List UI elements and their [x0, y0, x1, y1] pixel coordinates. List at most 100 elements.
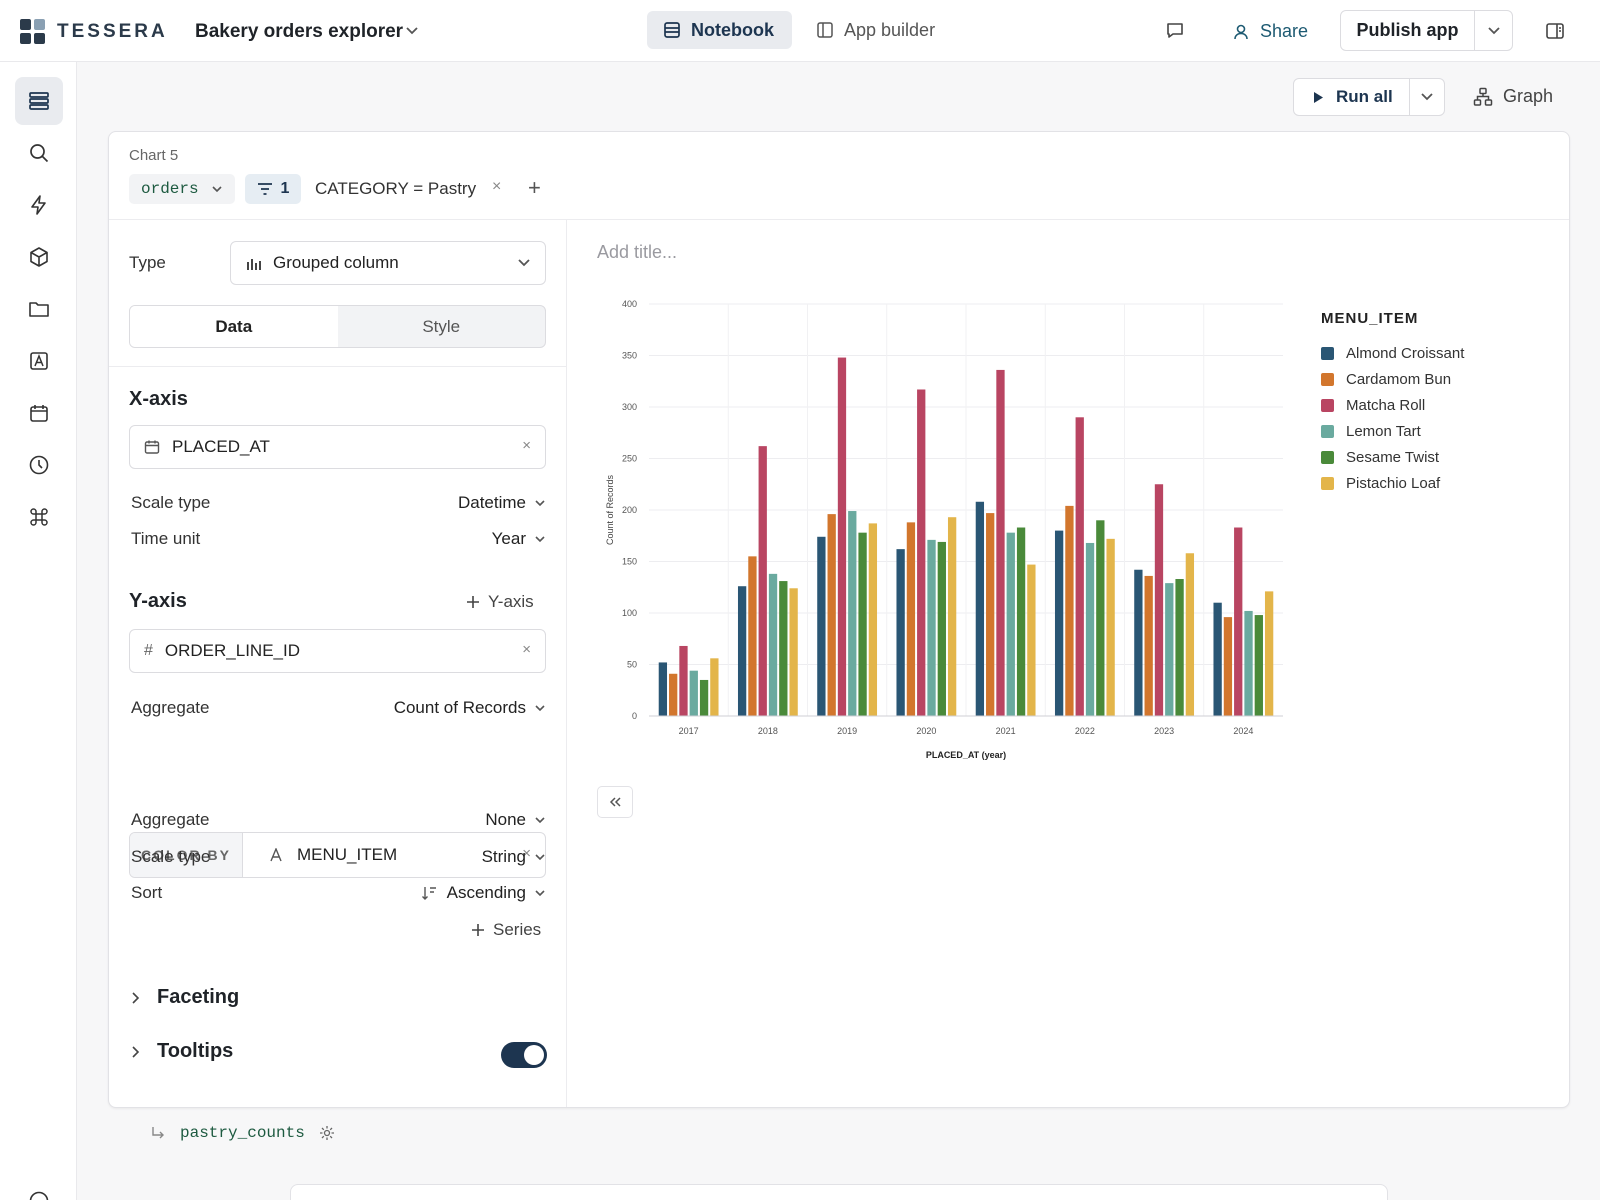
sidebar-item-data[interactable]	[15, 233, 63, 281]
sidebar-item-schedules[interactable]	[15, 389, 63, 437]
legend-item[interactable]: Almond Croissant	[1321, 345, 1464, 362]
filter-chip[interactable]: CATEGORY = Pastry	[315, 179, 477, 198]
bar	[1185, 553, 1195, 716]
chevron-right-icon	[132, 1045, 140, 1058]
sort-label: Sort	[131, 883, 163, 902]
y-axis-field[interactable]: # ORDER_LINE_ID ×	[129, 629, 546, 673]
bar	[937, 541, 946, 716]
y-tick-label: 50	[627, 660, 637, 670]
color-scale-select[interactable]: String	[482, 847, 546, 867]
color-by-value: MENU_ITEM ×	[243, 833, 545, 877]
x-axis-field[interactable]: PLACED_AT ×	[129, 425, 546, 469]
x-scale-select[interactable]: Datetime	[458, 493, 546, 513]
bar	[768, 573, 778, 716]
time-unit-label: Time unit	[131, 529, 201, 548]
add-filter-button[interactable]: +	[528, 175, 541, 200]
output-dataframe-name[interactable]: pastry_counts	[180, 1124, 305, 1142]
sort-select[interactable]: Ascending	[421, 883, 546, 903]
filter-icon	[257, 183, 272, 195]
graph-label: Graph	[1503, 86, 1554, 106]
tooltips-section-toggle[interactable]: Tooltips	[131, 1040, 233, 1063]
filter-remove-button[interactable]: ×	[492, 178, 502, 195]
graph-button[interactable]: Graph	[1473, 86, 1553, 107]
filter-count-button[interactable]: 1	[245, 174, 301, 204]
bar	[1016, 527, 1026, 716]
color-by-field[interactable]: COLOR BY MENU_ITEM ×	[129, 832, 546, 878]
legend-item[interactable]: Pistachio Loaf	[1321, 475, 1440, 492]
cell-header: Chart 5 orders 1 CATEGORY = Pastry × +	[109, 132, 1569, 220]
comment-icon[interactable]	[1165, 21, 1185, 41]
bar	[1106, 538, 1115, 716]
chart-preview-panel: Add title... 0 50 100 150 200 250 300 350 400 201…	[567, 220, 1569, 1107]
tab-app-builder[interactable]: App builder	[800, 11, 951, 49]
y-aggregate-row: Aggregate Count of Records	[131, 698, 546, 718]
time-unit-value: Year	[491, 529, 526, 548]
type-label: Type	[129, 253, 166, 272]
chevron-down-icon	[535, 704, 545, 711]
sidebar-item-actions[interactable]	[15, 181, 63, 229]
chevron-down-icon	[1421, 93, 1433, 101]
cell-output: pastry_counts	[150, 1124, 335, 1142]
panel-toggle-icon[interactable]	[1545, 21, 1565, 41]
sidebar-item-help[interactable]	[15, 1177, 63, 1200]
sidebar-item-history[interactable]	[15, 441, 63, 489]
publish-app-button[interactable]: Publish app	[1341, 11, 1475, 50]
tooltips-toggle[interactable]	[501, 1042, 547, 1068]
notebook-title[interactable]: Bakery orders explorer	[195, 21, 404, 42]
sidebar-item-files[interactable]	[15, 285, 63, 333]
legend-item[interactable]: Cardamom Bun	[1321, 371, 1451, 388]
bar	[896, 549, 905, 716]
folder-icon	[29, 302, 49, 317]
legend-item[interactable]: Matcha Roll	[1321, 397, 1425, 414]
run-options-dropdown[interactable]	[1410, 79, 1444, 115]
run-all-button[interactable]: Run all	[1294, 79, 1410, 115]
add-series-button[interactable]: Series	[471, 920, 541, 940]
settings-icon[interactable]	[319, 1125, 335, 1141]
sidebar-item-cells[interactable]	[15, 77, 63, 125]
legend-label: Matcha Roll	[1346, 397, 1426, 414]
clock-icon	[29, 455, 49, 475]
x-tick-label: 2022	[1075, 726, 1095, 736]
chart-title-input[interactable]: Add title...	[597, 242, 678, 262]
y-tick-label: 100	[622, 608, 637, 618]
legend-item[interactable]: Lemon Tart	[1321, 423, 1421, 440]
remove-x-field-button[interactable]: ×	[522, 437, 531, 454]
chart-type-select[interactable]: Grouped column	[230, 241, 546, 285]
notebook-icon	[664, 22, 680, 38]
add-y-axis-button[interactable]: Y-axis	[466, 592, 534, 612]
chart-canvas: 0 50 100 150 200 250 300 350 400 2017 2018 2019 2020…	[605, 299, 1283, 760]
data-source-select[interactable]: orders	[129, 174, 235, 204]
sidebar-item-variables[interactable]	[15, 337, 63, 385]
chevron-down-icon	[212, 185, 222, 192]
chevron-down-icon	[535, 853, 545, 860]
sidebar-item-search[interactable]	[15, 129, 63, 177]
tab-notebook-label: Notebook	[691, 19, 774, 40]
legend-swatch	[1321, 425, 1334, 438]
color-aggregate-select[interactable]: None	[485, 810, 546, 830]
sidebar-item-shortcuts[interactable]	[15, 493, 63, 541]
cell-name[interactable]: Chart 5	[129, 147, 179, 164]
stack-icon	[29, 92, 49, 110]
tab-data[interactable]: Data	[130, 306, 338, 347]
bar	[699, 679, 709, 716]
collapse-config-button[interactable]	[597, 786, 633, 818]
tab-style[interactable]: Style	[422, 316, 461, 336]
bar	[1165, 583, 1174, 716]
bar	[1144, 575, 1153, 716]
y-aggregate-select[interactable]: Count of Records	[394, 698, 546, 718]
data-source-label: orders	[141, 180, 199, 198]
tab-notebook[interactable]: Notebook	[647, 11, 792, 49]
x-tick-label: 2024	[1233, 726, 1253, 736]
chevron-down-icon[interactable]	[405, 26, 419, 36]
chevron-down-icon	[1487, 26, 1500, 34]
publish-options-dropdown[interactable]	[1475, 11, 1512, 50]
legend-item[interactable]: Sesame Twist	[1321, 449, 1439, 466]
remove-y-field-button[interactable]: ×	[522, 641, 531, 658]
remove-color-field-button[interactable]: ×	[522, 845, 531, 862]
time-unit-select[interactable]: Year	[492, 529, 546, 549]
y-aggregate-label: Aggregate	[131, 698, 210, 717]
data-style-toggle: Data Style	[129, 305, 546, 348]
faceting-section-toggle[interactable]: Faceting	[131, 986, 239, 1009]
bar	[947, 517, 957, 716]
share-button[interactable]: Share	[1232, 21, 1308, 42]
